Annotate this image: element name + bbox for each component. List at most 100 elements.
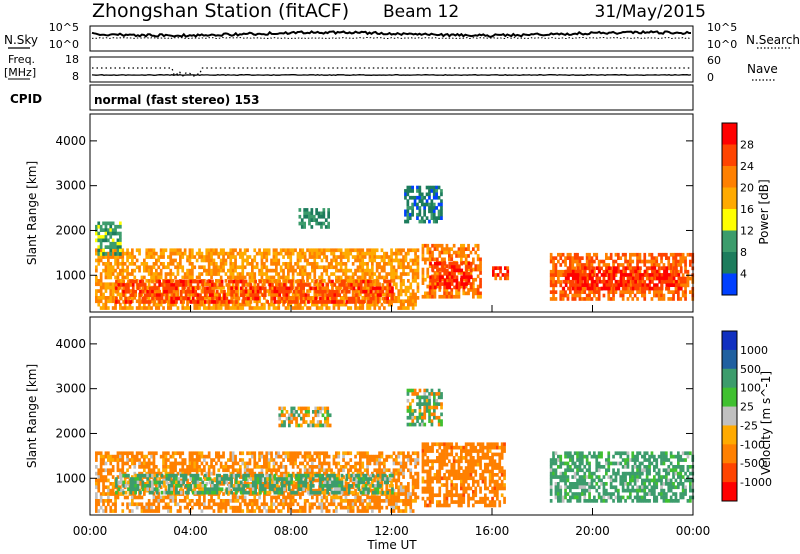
heatmap-cell xyxy=(366,451,369,456)
heatmap-cell xyxy=(140,451,144,456)
heatmap-cell xyxy=(270,502,273,507)
heatmap-cell xyxy=(446,268,449,273)
heatmap-cell xyxy=(188,248,192,253)
heatmap-cell xyxy=(667,263,671,267)
heatmap-cell xyxy=(314,286,317,291)
heatmap-cell xyxy=(193,468,197,473)
heatmap-cell xyxy=(332,499,336,503)
heatmap-cell xyxy=(111,296,115,300)
heatmap-cell xyxy=(136,283,140,287)
nave-tick-low: 0 xyxy=(707,71,714,84)
nave-line xyxy=(92,67,691,77)
heatmap-cell xyxy=(311,461,314,466)
heatmap-cell xyxy=(287,454,290,459)
heatmap-cell xyxy=(268,289,272,294)
heatmap-cell xyxy=(205,282,209,287)
heatmap-cell xyxy=(302,289,305,294)
heatmap-cell xyxy=(294,454,297,459)
heatmap-cell xyxy=(373,302,377,307)
heatmap-cell xyxy=(287,292,290,297)
heatmap-cell xyxy=(571,273,575,277)
heatmap-cell xyxy=(224,292,228,297)
heatmap-cell xyxy=(552,280,555,284)
heatmap-cell xyxy=(308,502,312,507)
heatmap-cell xyxy=(107,231,110,236)
heatmap-cell xyxy=(383,465,386,469)
heatmap-cell xyxy=(663,276,666,281)
heatmap-cell xyxy=(155,451,158,456)
heatmap-cell xyxy=(249,283,253,287)
heatmap-cell xyxy=(311,296,314,300)
heatmap-cell xyxy=(167,265,170,270)
heatmap-cell xyxy=(549,280,553,284)
heatmap-cell xyxy=(295,300,298,304)
heatmap-cell xyxy=(440,199,443,203)
heatmap-cell xyxy=(591,286,594,291)
heatmap-cell xyxy=(569,266,572,271)
heatmap-cell xyxy=(337,454,341,459)
heatmap-cell xyxy=(174,275,177,280)
heatmap-cell xyxy=(191,465,194,469)
heatmap-cell xyxy=(409,302,413,307)
heatmap-cell xyxy=(141,279,145,284)
heatmap-cell xyxy=(275,279,278,283)
heatmap-cell xyxy=(160,296,164,301)
heatmap-cell xyxy=(277,272,281,276)
heatmap-cell xyxy=(411,206,414,210)
heatmap-cell xyxy=(145,454,149,459)
heatmap-cell xyxy=(506,276,510,281)
heatmap-cell xyxy=(181,458,185,462)
heatmap-cell xyxy=(153,283,157,287)
heatmap-cell xyxy=(253,248,257,253)
heatmap-cell xyxy=(279,502,283,507)
heatmap-cell xyxy=(420,192,424,197)
heatmap-cell xyxy=(345,300,349,304)
heatmap-cell xyxy=(114,502,117,507)
heatmap-cell xyxy=(127,283,130,287)
heatmap-cell xyxy=(164,505,168,510)
heatmap-cell xyxy=(258,268,261,273)
heatmap-cell xyxy=(441,275,444,280)
heatmap-cell xyxy=(303,499,307,503)
heatmap-cell xyxy=(356,306,360,310)
heatmap-cell xyxy=(638,290,642,294)
heatmap-cell xyxy=(254,279,257,284)
heatmap-cell xyxy=(162,292,165,297)
heatmap-cell xyxy=(383,251,386,256)
heatmap-cell xyxy=(392,296,396,300)
heatmap-cell xyxy=(320,275,324,280)
heatmap-cell xyxy=(138,296,141,300)
heatmap-cell xyxy=(407,279,410,283)
heatmap-cell xyxy=(315,302,319,307)
heatmap-cell xyxy=(438,288,442,292)
heatmap-cell xyxy=(191,286,195,291)
heatmap-cell xyxy=(684,259,687,264)
heatmap-cell xyxy=(361,465,365,469)
heatmap-cell xyxy=(227,475,230,479)
heatmap-cell xyxy=(351,289,355,293)
heatmap-cell xyxy=(242,289,245,294)
heatmap-cell xyxy=(97,478,101,483)
heatmap-cell xyxy=(111,285,115,290)
heatmap-cell xyxy=(411,299,415,304)
heatmap-cell xyxy=(373,468,377,473)
heatmap-cell xyxy=(268,283,272,287)
heatmap-cell xyxy=(296,492,300,496)
heatmap-cell xyxy=(392,488,396,493)
heatmap-cell xyxy=(404,195,407,200)
heatmap-cell xyxy=(196,293,200,297)
heatmap-cell xyxy=(313,272,317,276)
heatmap-cell xyxy=(430,185,434,190)
heatmap-cell xyxy=(443,257,446,262)
heatmap-cell xyxy=(564,283,568,287)
heatmap-cell xyxy=(621,263,625,267)
heatmap-cell xyxy=(215,461,218,466)
heatmap-cell xyxy=(313,471,317,476)
heatmap-cell xyxy=(116,275,120,280)
heatmap-cell xyxy=(147,509,151,513)
heatmap-cell xyxy=(291,272,295,276)
heatmap-cell xyxy=(313,258,317,263)
heatmap-cell xyxy=(256,289,260,294)
heatmap-cell xyxy=(494,276,498,281)
heatmap-cell xyxy=(186,502,189,507)
